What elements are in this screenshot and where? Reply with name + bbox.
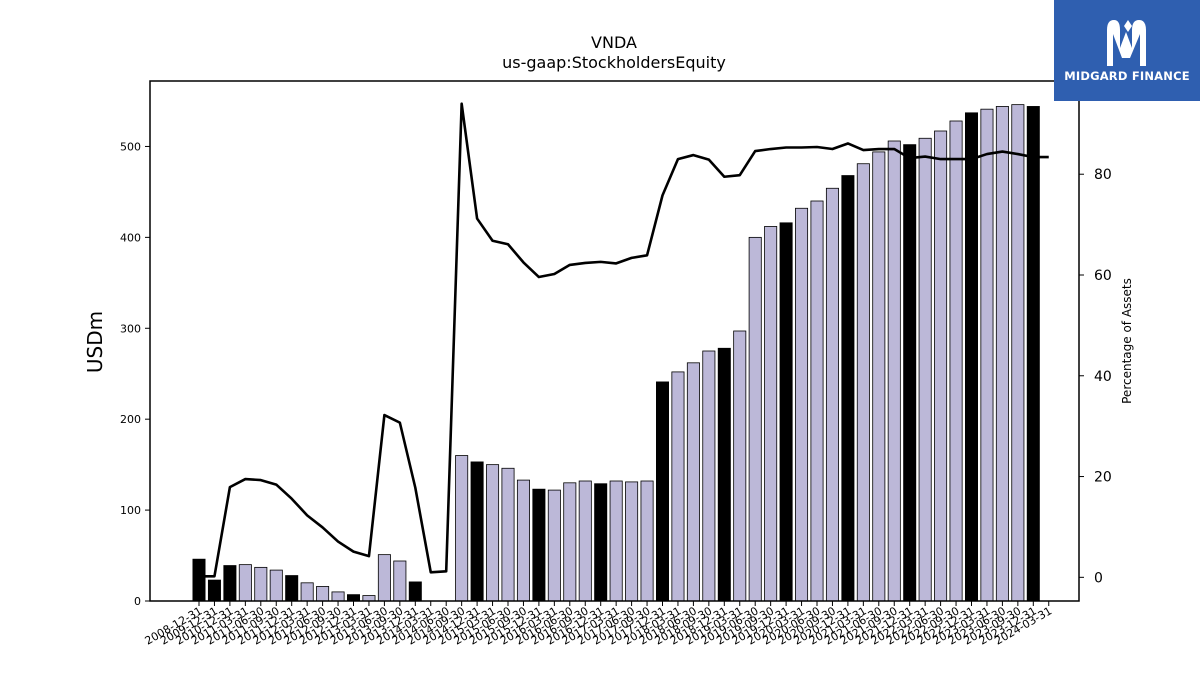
y2-axis-label: Percentage of Assets: [1120, 278, 1134, 404]
chart-title: VNDA: [591, 33, 637, 52]
bar: [671, 371, 685, 602]
bar: [949, 120, 963, 602]
midgard-m-logo-icon: [1107, 20, 1146, 66]
y-tick-label: 400: [120, 231, 141, 244]
bar: [455, 455, 469, 602]
y2-tick-label: 60: [1094, 268, 1112, 284]
bar: [965, 112, 979, 602]
bar: [532, 488, 546, 602]
bar: [640, 480, 654, 602]
bar: [563, 482, 577, 602]
bar: [748, 236, 762, 602]
y-tick-label: 300: [120, 322, 141, 335]
bar: [717, 347, 731, 602]
bar: [362, 595, 376, 602]
bar: [856, 163, 870, 602]
y2-tick-label: 40: [1094, 369, 1112, 385]
bar: [764, 226, 778, 602]
bar: [609, 480, 623, 602]
percentage-line: [199, 102, 1049, 578]
bar: [269, 569, 283, 602]
bar: [1011, 104, 1025, 602]
y-tick-label: 500: [120, 140, 141, 153]
y2-tick-label: 0: [1094, 570, 1103, 586]
bar: [733, 330, 747, 602]
bar: [516, 479, 530, 602]
bar: [285, 575, 299, 602]
brand-name: MIDGARD FINANCE: [1064, 69, 1190, 83]
bar: [470, 461, 484, 602]
bar: [625, 481, 639, 602]
bar: [841, 175, 855, 602]
bar: [918, 137, 932, 602]
chart-subtitle: us-gaap:StockholdersEquity: [502, 53, 726, 72]
bar: [408, 581, 422, 602]
bar: [501, 467, 515, 602]
bar: [779, 222, 793, 602]
bar: [872, 151, 886, 602]
bar: [223, 565, 237, 602]
bar: [192, 558, 206, 602]
y2-tick-label: 20: [1094, 470, 1112, 486]
axes: 01002003004005000204060802008-12-312009-…: [120, 80, 1112, 648]
bar: [578, 480, 592, 602]
bar: [486, 464, 500, 602]
bar: [377, 554, 391, 602]
bar: [795, 207, 809, 602]
bar: [656, 381, 670, 602]
bar: [346, 594, 360, 602]
bar: [934, 130, 948, 602]
bar: [594, 483, 608, 602]
bar: [903, 144, 917, 602]
bar: [254, 566, 268, 602]
line-series: [199, 102, 1049, 578]
y-tick-label: 0: [134, 595, 141, 608]
bar: [995, 106, 1009, 602]
bar-series: [192, 104, 1040, 602]
bar: [331, 591, 345, 602]
bar: [702, 350, 716, 602]
plot-frame: [149, 80, 1080, 602]
y2-tick-label: 80: [1094, 167, 1112, 183]
bar: [686, 362, 700, 602]
bar: [393, 560, 407, 602]
bar: [810, 200, 824, 602]
y-tick-label: 200: [120, 413, 141, 426]
bar: [825, 187, 839, 602]
bar: [547, 489, 561, 602]
bar: [316, 586, 330, 602]
bar: [1026, 106, 1040, 602]
brand-logo: MIDGARD FINANCE: [1054, 0, 1200, 101]
bar: [887, 140, 901, 602]
bar: [300, 582, 314, 602]
bar: [238, 564, 252, 602]
y-tick-label: 100: [120, 504, 141, 517]
bar: [980, 108, 994, 602]
y-axis-label: USDm: [83, 311, 107, 373]
bar: [207, 579, 221, 602]
